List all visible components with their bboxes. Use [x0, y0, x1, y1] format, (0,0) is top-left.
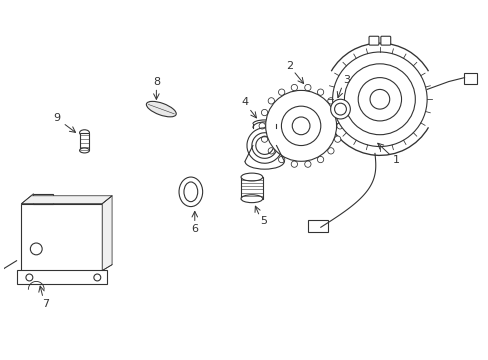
FancyBboxPatch shape — [307, 220, 327, 232]
Circle shape — [26, 274, 33, 281]
Text: 1: 1 — [392, 155, 399, 165]
Ellipse shape — [179, 177, 202, 207]
Circle shape — [334, 103, 346, 115]
Circle shape — [369, 89, 389, 109]
Bar — [33, 194, 53, 204]
Circle shape — [261, 136, 267, 142]
Circle shape — [304, 161, 310, 167]
Circle shape — [281, 106, 320, 145]
Circle shape — [278, 156, 284, 163]
Ellipse shape — [241, 173, 262, 181]
Circle shape — [327, 98, 333, 104]
Polygon shape — [21, 196, 112, 204]
Circle shape — [292, 117, 309, 135]
Text: 7: 7 — [42, 299, 50, 309]
Circle shape — [358, 78, 401, 121]
Circle shape — [334, 136, 340, 142]
Text: 8: 8 — [153, 77, 160, 86]
Circle shape — [291, 161, 297, 167]
Bar — [80, 133, 89, 150]
Circle shape — [344, 64, 414, 135]
Bar — [21, 204, 102, 271]
Circle shape — [330, 99, 349, 119]
Circle shape — [265, 90, 336, 161]
Text: 4: 4 — [241, 97, 248, 107]
Circle shape — [267, 98, 274, 104]
Text: 9: 9 — [53, 113, 61, 123]
Circle shape — [317, 89, 323, 95]
Circle shape — [30, 243, 42, 255]
Ellipse shape — [183, 182, 197, 202]
Circle shape — [259, 123, 265, 129]
Circle shape — [291, 84, 297, 91]
FancyBboxPatch shape — [463, 73, 476, 85]
Bar — [241, 177, 262, 199]
Circle shape — [261, 109, 267, 116]
Ellipse shape — [80, 148, 89, 153]
Circle shape — [278, 89, 284, 95]
Text: 5: 5 — [260, 216, 266, 226]
Bar — [17, 270, 107, 284]
Ellipse shape — [80, 130, 89, 136]
Circle shape — [327, 148, 333, 154]
Circle shape — [332, 52, 426, 147]
Circle shape — [336, 123, 343, 129]
FancyBboxPatch shape — [380, 36, 390, 45]
Circle shape — [94, 274, 101, 281]
Text: 3: 3 — [342, 75, 349, 85]
Text: 2: 2 — [285, 61, 292, 71]
Circle shape — [317, 156, 323, 163]
Circle shape — [334, 109, 340, 116]
FancyBboxPatch shape — [368, 36, 378, 45]
Text: 6: 6 — [191, 224, 198, 234]
Circle shape — [304, 84, 310, 91]
Ellipse shape — [241, 195, 262, 203]
Circle shape — [267, 148, 274, 154]
Polygon shape — [102, 196, 112, 271]
Ellipse shape — [146, 102, 176, 117]
